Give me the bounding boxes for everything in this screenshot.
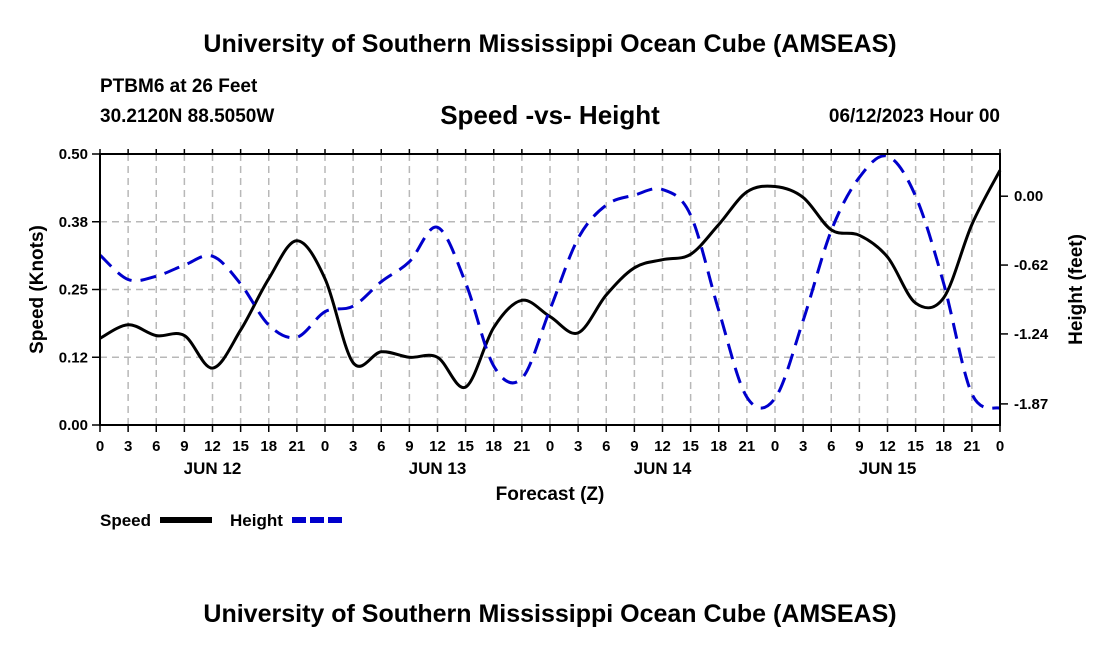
x-tick-label: 3 [124,438,132,455]
y2-tick-label: 0.00 [1014,188,1043,205]
x-tick-label: 21 [964,438,981,455]
chart-axes: 0 3 6 9 12 15 18 21 0 3 6 9 12 15 18 21 0 3 6 9 12 15 18 21 0 3 6 9… [59,146,1049,478]
x-tick-label: 18 [485,438,502,455]
x-axis-label: Forecast (Z) [496,484,605,505]
y2-axis-label: Height (feet) [1066,234,1087,345]
x-tick-label: 15 [682,438,699,455]
x-tick-label: 21 [514,438,531,455]
y-tick-label: 0.38 [59,214,88,231]
series-line-height [98,154,1001,410]
x-tick-label: 3 [574,438,582,455]
day-label: JUN 14 [634,459,692,478]
x-tick-label: 0 [771,438,779,455]
legend-label-speed: Speed [100,511,151,530]
x-tick-label: 12 [429,438,446,455]
y-tick-label: 0.25 [59,282,88,299]
x-tick-label: 6 [377,438,385,455]
series-line-speed [99,169,1002,389]
chart-series [98,154,1002,410]
x-tick-label: 6 [827,438,835,455]
x-tick-label: 18 [260,438,277,455]
x-tick-label: 3 [799,438,807,455]
x-tick-label: 6 [602,438,610,455]
y-tick-label: 0.00 [59,417,88,434]
y2-tick-label: -1.24 [1014,326,1049,343]
x-tick-label: 15 [907,438,924,455]
y-tick-label: 0.12 [59,349,88,366]
x-tick-label: 9 [405,438,413,455]
y-axis-label: Speed (Knots) [27,225,48,354]
x-tick-label: 15 [232,438,249,455]
footer-title: University of Southern Mississippi Ocean… [203,600,897,628]
day-label: JUN 13 [409,459,467,478]
x-tick-label: 3 [349,438,357,455]
y2-tick-label: -1.87 [1014,396,1048,413]
x-tick-label: 12 [204,438,221,455]
x-tick-label: 0 [96,438,104,455]
day-label: JUN 15 [859,459,917,478]
x-tick-label: 21 [289,438,306,455]
station-label: PTBM6 at 26 Feet [100,76,258,97]
y-tick-label: 0.50 [59,146,88,163]
x-tick-label: 9 [630,438,638,455]
x-tick-label: 18 [935,438,952,455]
chart-grid [100,154,1000,425]
day-label: JUN 12 [184,459,242,478]
x-tick-label: 0 [321,438,329,455]
station-coordinates: 30.2120N 88.5050W [100,106,275,127]
chart-title: Speed -vs- Height [440,100,660,130]
forecast-datetime: 06/12/2023 Hour 00 [828,106,1000,127]
legend-label-height: Height [230,511,283,530]
x-tick-label: 9 [180,438,188,455]
x-tick-label: 0 [996,438,1004,455]
chart-legend: Speed Height [100,511,344,530]
x-tick-label: 15 [457,438,474,455]
y2-tick-label: -0.62 [1014,257,1048,274]
main-title: University of Southern Mississippi Ocean… [203,30,897,58]
x-tick-label: 12 [879,438,896,455]
x-tick-label: 6 [152,438,160,455]
x-tick-label: 9 [855,438,863,455]
x-tick-label: 21 [739,438,756,455]
x-tick-label: 0 [546,438,554,455]
x-tick-label: 18 [710,438,727,455]
x-tick-label: 12 [654,438,671,455]
